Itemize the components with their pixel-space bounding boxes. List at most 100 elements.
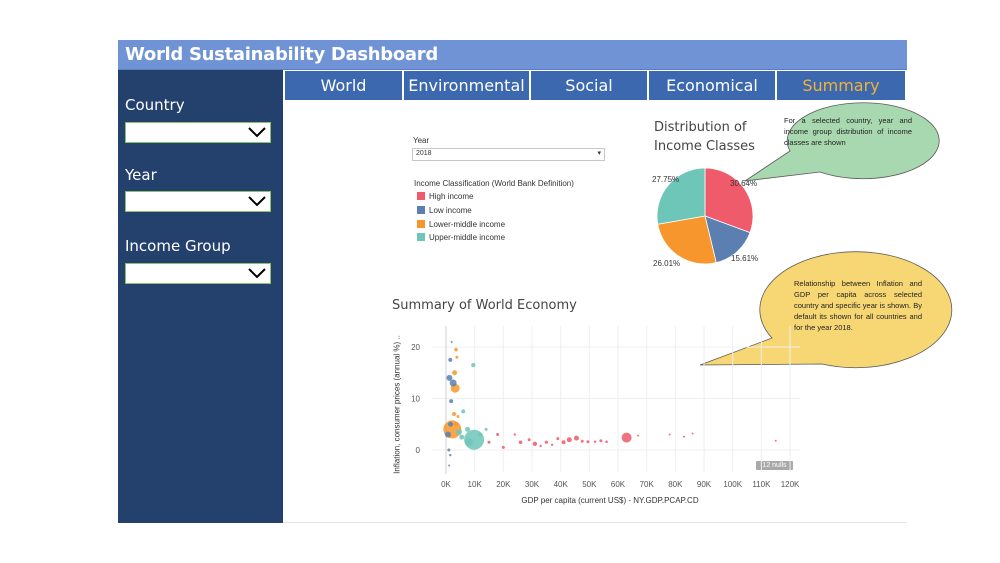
scatter-point[interactable] — [454, 347, 458, 352]
scatter-point[interactable] — [449, 453, 452, 457]
x-tick-label: 0K — [441, 480, 451, 489]
scatter-callout-text: Relationship between Inflation and GDP p… — [794, 279, 922, 332]
scatter-point[interactable] — [448, 357, 453, 362]
tab-world[interactable]: World — [285, 71, 402, 100]
scatter-point[interactable] — [573, 435, 579, 441]
scatter-point[interactable] — [637, 434, 640, 437]
scatter-point[interactable] — [774, 439, 777, 442]
scatter-point[interactable] — [682, 435, 685, 438]
scatter-point[interactable] — [527, 438, 531, 442]
legend-item-lower-middle-income[interactable]: Lower-middle income — [417, 220, 505, 230]
year-filter-label: Year — [413, 136, 430, 145]
pie-label-high-income: 30.64% — [730, 179, 758, 188]
scatter-point[interactable] — [599, 439, 603, 443]
scatter-point[interactable] — [449, 399, 454, 404]
legend-item-low-income[interactable]: Low income — [417, 206, 472, 216]
scatter-point[interactable] — [459, 434, 465, 440]
scatter-point[interactable] — [544, 440, 548, 444]
scatter-point[interactable] — [452, 411, 457, 416]
country-dropdown[interactable] — [125, 122, 271, 143]
dropdown-arrow-icon: ▾ — [597, 150, 601, 157]
chevron-down-icon — [248, 268, 266, 279]
scatter-point[interactable] — [518, 440, 523, 445]
scatter-point[interactable] — [464, 438, 473, 447]
scatter-point[interactable] — [566, 437, 572, 443]
bottom-divider — [283, 522, 907, 523]
scatter-point[interactable] — [445, 431, 452, 438]
legend-swatch — [417, 233, 425, 241]
year-filter-select[interactable]: 2018 ▾ — [412, 148, 605, 161]
scatter-point[interactable] — [484, 427, 488, 431]
scatter-point[interactable] — [452, 370, 458, 376]
title-bar: World Sustainability Dashboard — [118, 40, 907, 70]
tab-environmental[interactable]: Environmental — [404, 71, 529, 100]
x-tick-label: 20K — [496, 480, 511, 489]
x-tick-label: 80K — [668, 480, 683, 489]
scatter-point[interactable] — [448, 464, 451, 467]
scatter-point[interactable] — [556, 437, 560, 441]
scatter-point[interactable] — [455, 355, 459, 359]
scatter-point[interactable] — [621, 432, 632, 443]
scatter-point[interactable] — [465, 426, 471, 432]
scatter-point[interactable] — [471, 362, 476, 368]
scatter-point[interactable] — [496, 433, 500, 437]
scatter-point[interactable] — [580, 439, 584, 443]
scatter-point[interactable] — [586, 440, 590, 444]
legend-item-upper-middle-income[interactable]: Upper-middle income — [417, 233, 505, 243]
scatter-point[interactable] — [532, 441, 538, 447]
scatter-point[interactable] — [448, 421, 454, 427]
scatter-point[interactable] — [454, 422, 459, 427]
legend-item-high-income[interactable]: High income — [417, 192, 473, 202]
x-tick-label: 40K — [554, 480, 569, 489]
year-dropdown[interactable] — [125, 191, 271, 212]
scatter-point[interactable] — [593, 440, 597, 443]
x-tick-label: 70K — [640, 480, 655, 489]
scatter-point[interactable] — [455, 428, 462, 435]
scatter-point[interactable] — [447, 448, 451, 452]
scatter-point[interactable] — [691, 432, 694, 435]
chevron-down-icon — [248, 196, 266, 207]
tab-summary[interactable]: Summary — [777, 71, 905, 100]
legend-label: Low income — [429, 206, 472, 215]
tab-economical[interactable]: Economical — [649, 71, 775, 100]
scatter-point[interactable] — [668, 433, 671, 436]
nulls-indicator[interactable]: 12 nulls — [756, 461, 793, 470]
scatter-point[interactable] — [501, 445, 505, 449]
y-tick-label: 20 — [411, 343, 420, 352]
legend-swatch — [417, 206, 425, 214]
filter-sidebar: Country Year Income Group — [118, 70, 283, 523]
scatter-point[interactable] — [461, 409, 466, 414]
scatter-point[interactable] — [487, 440, 491, 444]
legend-title: Income Classification (World Bank Defini… — [414, 179, 574, 188]
scatter-point[interactable] — [446, 374, 453, 381]
x-tick-label: 100K — [723, 480, 742, 489]
scatter-x-axis-label: GDP per capita (current US$) - NY.GDP.PC… — [521, 496, 699, 505]
scatter-point[interactable] — [561, 440, 566, 445]
scatter-point[interactable] — [449, 379, 457, 387]
pie-callout-bubble — [744, 102, 940, 182]
legend-swatch — [417, 192, 425, 200]
scatter-point[interactable] — [456, 415, 460, 419]
year-label-side: Year — [125, 166, 157, 184]
x-tick-label: 110K — [752, 480, 771, 489]
scatter-point[interactable] — [450, 340, 453, 343]
income-group-label: Income Group — [125, 237, 231, 255]
scatter-point[interactable] — [513, 433, 517, 436]
legend-label: Upper-middle income — [429, 233, 506, 242]
scatter-point[interactable] — [550, 443, 554, 447]
x-tick-label: 90K — [697, 480, 712, 489]
legend-swatch — [417, 220, 425, 228]
scatter-chart-title: Summary of World Economy — [392, 298, 577, 313]
x-tick-label: 60K — [611, 480, 626, 489]
pie-chart-title: Distribution of Income Classes — [654, 120, 755, 154]
pie-label-low-income: 15.61% — [731, 254, 759, 263]
scatter-point[interactable] — [539, 444, 542, 448]
income-group-dropdown[interactable] — [125, 263, 271, 284]
scatter-callout-bubble — [699, 251, 953, 369]
dashboard-title: World Sustainability Dashboard — [125, 44, 438, 65]
tab-social[interactable]: Social — [531, 71, 647, 100]
scatter-point[interactable] — [478, 432, 483, 437]
scatter-point[interactable] — [605, 440, 608, 444]
